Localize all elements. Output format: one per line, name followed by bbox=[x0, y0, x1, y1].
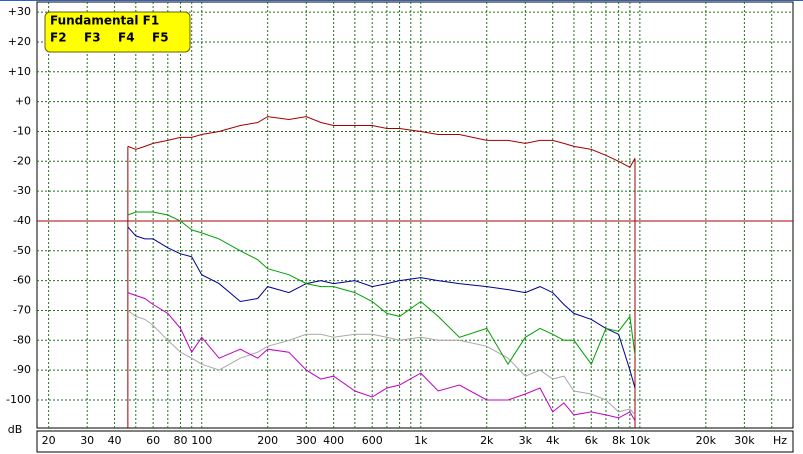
x-tick-label: 80 bbox=[174, 434, 188, 447]
y-tick-label: -70 bbox=[13, 303, 31, 316]
x-axis-label: Hz bbox=[773, 434, 787, 447]
x-tick-label: 600 bbox=[362, 434, 383, 447]
x-tick-label: 20k bbox=[696, 434, 717, 447]
series-line bbox=[127, 310, 636, 416]
y-tick-label: +20 bbox=[8, 35, 31, 48]
y-tick-label: -80 bbox=[13, 333, 31, 346]
x-tick-label: 100 bbox=[191, 434, 212, 447]
legend-entry: F5 bbox=[152, 31, 169, 45]
x-tick-label: 1k bbox=[414, 434, 428, 447]
y-axis-label: dB bbox=[8, 423, 23, 436]
y-tick-label: -10 bbox=[13, 124, 31, 137]
legend-entry: Fundamental F1 bbox=[50, 14, 159, 28]
x-tick-label: 40 bbox=[108, 434, 122, 447]
x-tick-label: 30 bbox=[80, 434, 94, 447]
y-tick-label: -60 bbox=[13, 274, 31, 287]
x-tick-label: 8k bbox=[612, 434, 626, 447]
plot-area bbox=[36, 1, 794, 429]
y-tick-label: -40 bbox=[13, 214, 31, 227]
y-tick-label: -100 bbox=[6, 393, 31, 406]
x-tick-label: 2k bbox=[480, 434, 494, 447]
legend-box bbox=[44, 11, 191, 53]
series-line bbox=[127, 226, 636, 389]
series-line bbox=[127, 292, 636, 422]
x-tick-label: 30k bbox=[734, 434, 755, 447]
y-tick-label: -90 bbox=[13, 363, 31, 376]
window-border bbox=[0, 0, 803, 1]
legend-entry: F2 bbox=[50, 31, 67, 45]
x-tick-label: 200 bbox=[257, 434, 278, 447]
y-tick-label: -20 bbox=[13, 154, 31, 167]
legend-entry: F3 bbox=[84, 31, 101, 45]
series-line bbox=[127, 211, 636, 366]
x-tick-label: 60 bbox=[146, 434, 160, 447]
y-tick-label: +0 bbox=[15, 95, 31, 108]
y-tick-label: -30 bbox=[13, 184, 31, 197]
series-line bbox=[127, 116, 636, 168]
x-tick-label: 400 bbox=[323, 434, 344, 447]
x-tick-label: 10k bbox=[630, 434, 651, 447]
y-tick-label: +30 bbox=[8, 5, 31, 18]
x-tick-label: 300 bbox=[296, 434, 317, 447]
legend-entry: F4 bbox=[118, 31, 135, 45]
y-tick-label: +10 bbox=[8, 65, 31, 78]
x-tick-label: 4k bbox=[546, 434, 560, 447]
x-axis-strip bbox=[36, 430, 794, 453]
legend: Fundamental F1 F2 F3 F4 F5 bbox=[44, 11, 191, 53]
x-tick-label: 6k bbox=[585, 434, 599, 447]
x-tick-label: 20 bbox=[42, 434, 56, 447]
y-tick-label: -50 bbox=[13, 244, 31, 257]
x-tick-label: 3k bbox=[519, 434, 533, 447]
